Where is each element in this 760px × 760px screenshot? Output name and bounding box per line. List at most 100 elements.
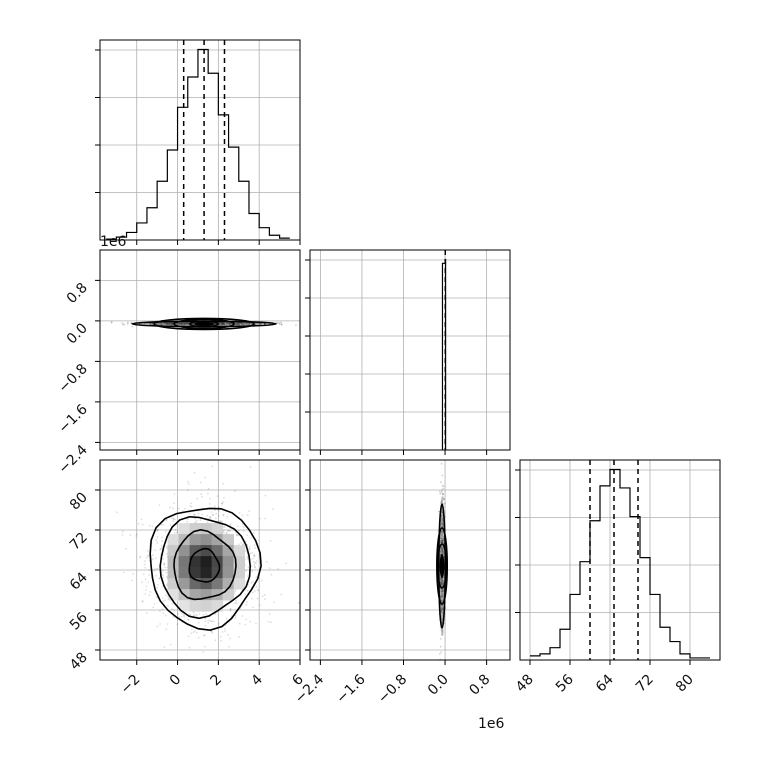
sample-point bbox=[143, 560, 146, 562]
sample-point bbox=[125, 547, 127, 550]
sample-point bbox=[440, 651, 443, 653]
sample-point bbox=[223, 526, 226, 528]
sample-point bbox=[441, 582, 444, 585]
sample-point bbox=[278, 321, 281, 324]
sample-point bbox=[207, 492, 209, 495]
sample-point bbox=[442, 582, 444, 585]
sample-point bbox=[441, 523, 443, 526]
sample-point bbox=[439, 597, 442, 599]
sample-point bbox=[442, 580, 444, 583]
sample-point bbox=[441, 518, 443, 521]
sample-point bbox=[141, 600, 144, 602]
sample-point bbox=[253, 555, 256, 558]
sample-point bbox=[441, 613, 443, 616]
sample-point bbox=[209, 498, 211, 500]
sample-point bbox=[255, 576, 258, 579]
sample-point bbox=[245, 603, 248, 606]
sample-point bbox=[166, 552, 169, 555]
sample-point bbox=[156, 529, 159, 531]
contour-line bbox=[438, 503, 447, 629]
sample-point bbox=[174, 518, 176, 521]
sample-point bbox=[153, 603, 156, 605]
sample-point bbox=[441, 534, 443, 537]
sample-point bbox=[212, 514, 214, 516]
sample-point bbox=[215, 517, 217, 520]
sample-point bbox=[197, 622, 200, 624]
sample-point bbox=[440, 581, 442, 584]
sample-point bbox=[249, 552, 252, 555]
density-cell bbox=[167, 578, 179, 590]
sample-point bbox=[441, 549, 443, 552]
sample-point bbox=[246, 534, 249, 536]
y-tick-label: −0.8 bbox=[55, 361, 90, 396]
sample-point bbox=[163, 563, 166, 565]
panel-r2-c0 bbox=[95, 459, 301, 665]
sample-point bbox=[212, 620, 215, 623]
sample-point bbox=[188, 646, 191, 649]
sample-point bbox=[132, 573, 135, 575]
sample-point bbox=[439, 539, 442, 542]
sample-point bbox=[440, 518, 443, 521]
sample-point bbox=[298, 602, 300, 604]
sample-point bbox=[440, 583, 443, 586]
sample-point bbox=[441, 583, 443, 585]
sample-point bbox=[129, 534, 132, 536]
sample-point bbox=[442, 538, 445, 541]
density-cell bbox=[189, 545, 201, 557]
sample-point bbox=[149, 591, 152, 593]
sample-point bbox=[131, 579, 133, 582]
sample-point bbox=[441, 588, 444, 591]
sample-point bbox=[161, 540, 164, 543]
sample-point bbox=[154, 557, 157, 559]
sample-point bbox=[440, 582, 443, 585]
sample-point bbox=[110, 321, 113, 323]
sample-point bbox=[439, 554, 442, 556]
sample-point bbox=[440, 606, 443, 608]
density-cell bbox=[211, 534, 223, 546]
sample-point bbox=[441, 550, 444, 552]
density-cell bbox=[167, 556, 179, 568]
sample-point bbox=[439, 533, 442, 535]
sample-point bbox=[173, 531, 176, 534]
sample-point bbox=[440, 541, 443, 544]
sample-point bbox=[276, 322, 279, 324]
sample-point bbox=[264, 598, 266, 600]
density-cell bbox=[200, 578, 212, 590]
sample-point bbox=[441, 607, 444, 610]
sample-point bbox=[123, 323, 126, 325]
density-cell bbox=[233, 556, 245, 568]
sample-point bbox=[241, 523, 244, 525]
sample-point bbox=[255, 560, 258, 562]
sample-point bbox=[441, 515, 443, 518]
sample-point bbox=[187, 483, 190, 485]
sample-point bbox=[195, 519, 198, 522]
sample-point bbox=[166, 545, 168, 548]
sample-point bbox=[439, 581, 442, 584]
sample-point bbox=[172, 517, 175, 520]
sample-point bbox=[219, 636, 222, 638]
sample-point bbox=[229, 610, 232, 612]
sample-point bbox=[242, 530, 245, 532]
sample-point bbox=[441, 539, 443, 542]
sample-point bbox=[141, 523, 144, 526]
density-cell bbox=[178, 578, 190, 590]
sample-point bbox=[442, 590, 445, 593]
sample-point bbox=[227, 633, 229, 636]
x-tick-label: −2 bbox=[118, 672, 144, 698]
density-cell bbox=[211, 523, 223, 535]
sample-point bbox=[441, 541, 444, 544]
sample-point bbox=[186, 520, 189, 523]
sample-point bbox=[441, 551, 444, 554]
sample-point bbox=[170, 517, 173, 519]
sample-point bbox=[145, 612, 148, 614]
sample-point bbox=[441, 590, 443, 593]
sample-point bbox=[252, 560, 255, 563]
sample-point bbox=[441, 540, 444, 542]
histogram-step bbox=[530, 468, 710, 659]
sample-point bbox=[136, 533, 138, 536]
sample-point bbox=[442, 532, 444, 535]
sample-point bbox=[204, 624, 207, 627]
sample-point bbox=[264, 594, 266, 596]
sample-point bbox=[441, 549, 443, 552]
sample-point bbox=[441, 525, 444, 527]
